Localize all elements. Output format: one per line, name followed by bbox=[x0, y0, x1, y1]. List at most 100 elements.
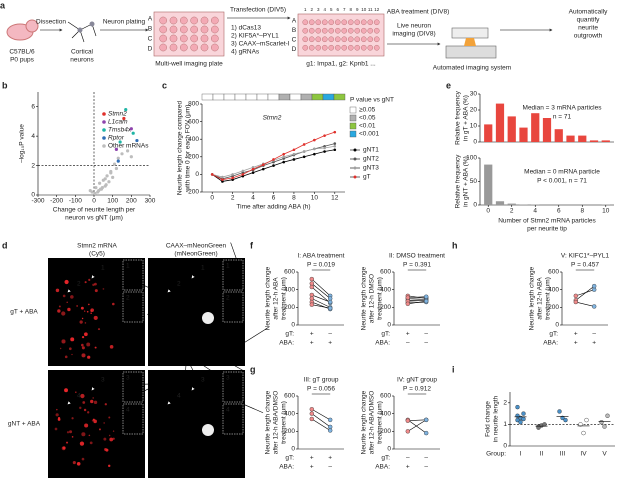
sign: + bbox=[310, 455, 314, 462]
mrna-signal bbox=[84, 322, 87, 324]
p-value: P = 0.457 bbox=[571, 262, 599, 269]
mrna-signal bbox=[71, 436, 74, 438]
marker bbox=[292, 152, 296, 156]
legend-marker bbox=[353, 175, 357, 179]
mrna-signal bbox=[93, 400, 98, 405]
col-number: 11 bbox=[368, 7, 373, 12]
mrna-signal bbox=[87, 411, 90, 414]
bar bbox=[519, 127, 528, 142]
mouse-label: P0 pups bbox=[10, 57, 35, 64]
x-tick-label: III bbox=[560, 451, 566, 458]
inset-number: 3 bbox=[126, 375, 130, 382]
point bbox=[107, 180, 111, 184]
col-number: 7 bbox=[343, 7, 346, 12]
row-letter: B bbox=[148, 26, 152, 33]
marker bbox=[231, 176, 234, 180]
arrow-number: 3 bbox=[201, 377, 205, 384]
x-tick-label: 2 bbox=[510, 208, 514, 215]
significance-cell bbox=[212, 93, 225, 101]
arrow bbox=[67, 397, 75, 405]
mrna-signal bbox=[87, 355, 91, 359]
neuron-label: neurons bbox=[70, 57, 94, 64]
row-label: ABA: bbox=[279, 340, 294, 347]
pair-line bbox=[407, 419, 427, 422]
marker bbox=[221, 178, 224, 181]
y-tick-label: 0 bbox=[473, 202, 477, 209]
well bbox=[211, 34, 219, 43]
well bbox=[341, 27, 348, 34]
mrna-signal bbox=[71, 417, 74, 420]
well bbox=[308, 44, 315, 51]
marker bbox=[221, 175, 224, 179]
x-tick-label: 8 bbox=[580, 208, 584, 215]
well bbox=[159, 34, 167, 43]
x-tick-label: 10 bbox=[311, 195, 319, 202]
marker bbox=[333, 130, 337, 134]
mrna-signal bbox=[71, 353, 73, 356]
y-axis-label: in neurite length bbox=[493, 395, 500, 442]
mrna-signal bbox=[80, 306, 84, 310]
neurite bbox=[216, 354, 246, 372]
point bbox=[584, 417, 589, 423]
well bbox=[180, 16, 188, 25]
legend-label: Other mRNAs bbox=[108, 143, 149, 150]
well bbox=[321, 19, 328, 26]
line bbox=[212, 131, 335, 181]
mrna-signal bbox=[108, 464, 111, 468]
point bbox=[521, 416, 526, 422]
legend-swatch bbox=[349, 130, 357, 138]
y-axis-label: treatment (μm) bbox=[377, 277, 384, 320]
col-number: 1 bbox=[304, 7, 307, 12]
system-label: Automated imaging system bbox=[433, 65, 511, 72]
col-number: 12 bbox=[374, 7, 380, 12]
arrow-number: 3 bbox=[101, 377, 105, 384]
step-label: ABA treatment (DIV8) bbox=[387, 9, 450, 16]
neurite bbox=[152, 442, 166, 461]
mrna-signal bbox=[90, 308, 94, 312]
legend-label: Stmn2 bbox=[108, 111, 127, 118]
neuron-soma bbox=[89, 21, 95, 27]
legend-title: P value vs gNT bbox=[350, 97, 394, 104]
point bbox=[129, 155, 133, 159]
mrna-signal bbox=[112, 437, 115, 440]
mrna-signal bbox=[68, 347, 72, 351]
mrna-signal bbox=[104, 403, 107, 406]
y-tick-label: 1 bbox=[503, 421, 507, 428]
row-label: gNT + ABA bbox=[8, 421, 41, 428]
mrna-signal bbox=[66, 441, 69, 444]
well bbox=[169, 43, 178, 52]
legend-marker bbox=[353, 157, 357, 161]
arrow bbox=[91, 381, 99, 391]
point bbox=[94, 186, 98, 190]
pair-line bbox=[407, 296, 427, 298]
row-label: gT: bbox=[285, 455, 294, 462]
subplot-title: I: ABA treatment bbox=[298, 253, 345, 260]
well bbox=[341, 36, 348, 43]
arrow bbox=[191, 269, 199, 279]
point-right bbox=[592, 304, 597, 309]
legend-swatch bbox=[349, 114, 357, 122]
y-axis-label: treatment (μm) bbox=[281, 401, 288, 444]
p-value: P = 0.019 bbox=[307, 262, 335, 269]
neurite bbox=[184, 364, 187, 380]
point-left bbox=[573, 299, 578, 305]
y-tick-label: 200 bbox=[380, 428, 391, 435]
y-tick-label: 0 bbox=[291, 446, 295, 453]
well bbox=[302, 36, 309, 43]
microscope-base bbox=[445, 45, 497, 59]
significance-cell bbox=[256, 93, 269, 101]
step-label: Neuron plating bbox=[103, 19, 146, 26]
row-label: gT: bbox=[285, 331, 294, 338]
mrna-signal bbox=[79, 320, 83, 324]
x-tick-label: 12 bbox=[331, 195, 339, 202]
neurite bbox=[147, 311, 152, 315]
sign: – bbox=[424, 340, 428, 347]
well bbox=[354, 36, 361, 43]
micrograph bbox=[148, 370, 245, 478]
marker bbox=[323, 146, 326, 150]
marker bbox=[261, 163, 265, 167]
arrow bbox=[167, 397, 175, 405]
well bbox=[321, 27, 328, 34]
mrna-signal bbox=[81, 353, 86, 358]
sign: + bbox=[574, 331, 578, 338]
